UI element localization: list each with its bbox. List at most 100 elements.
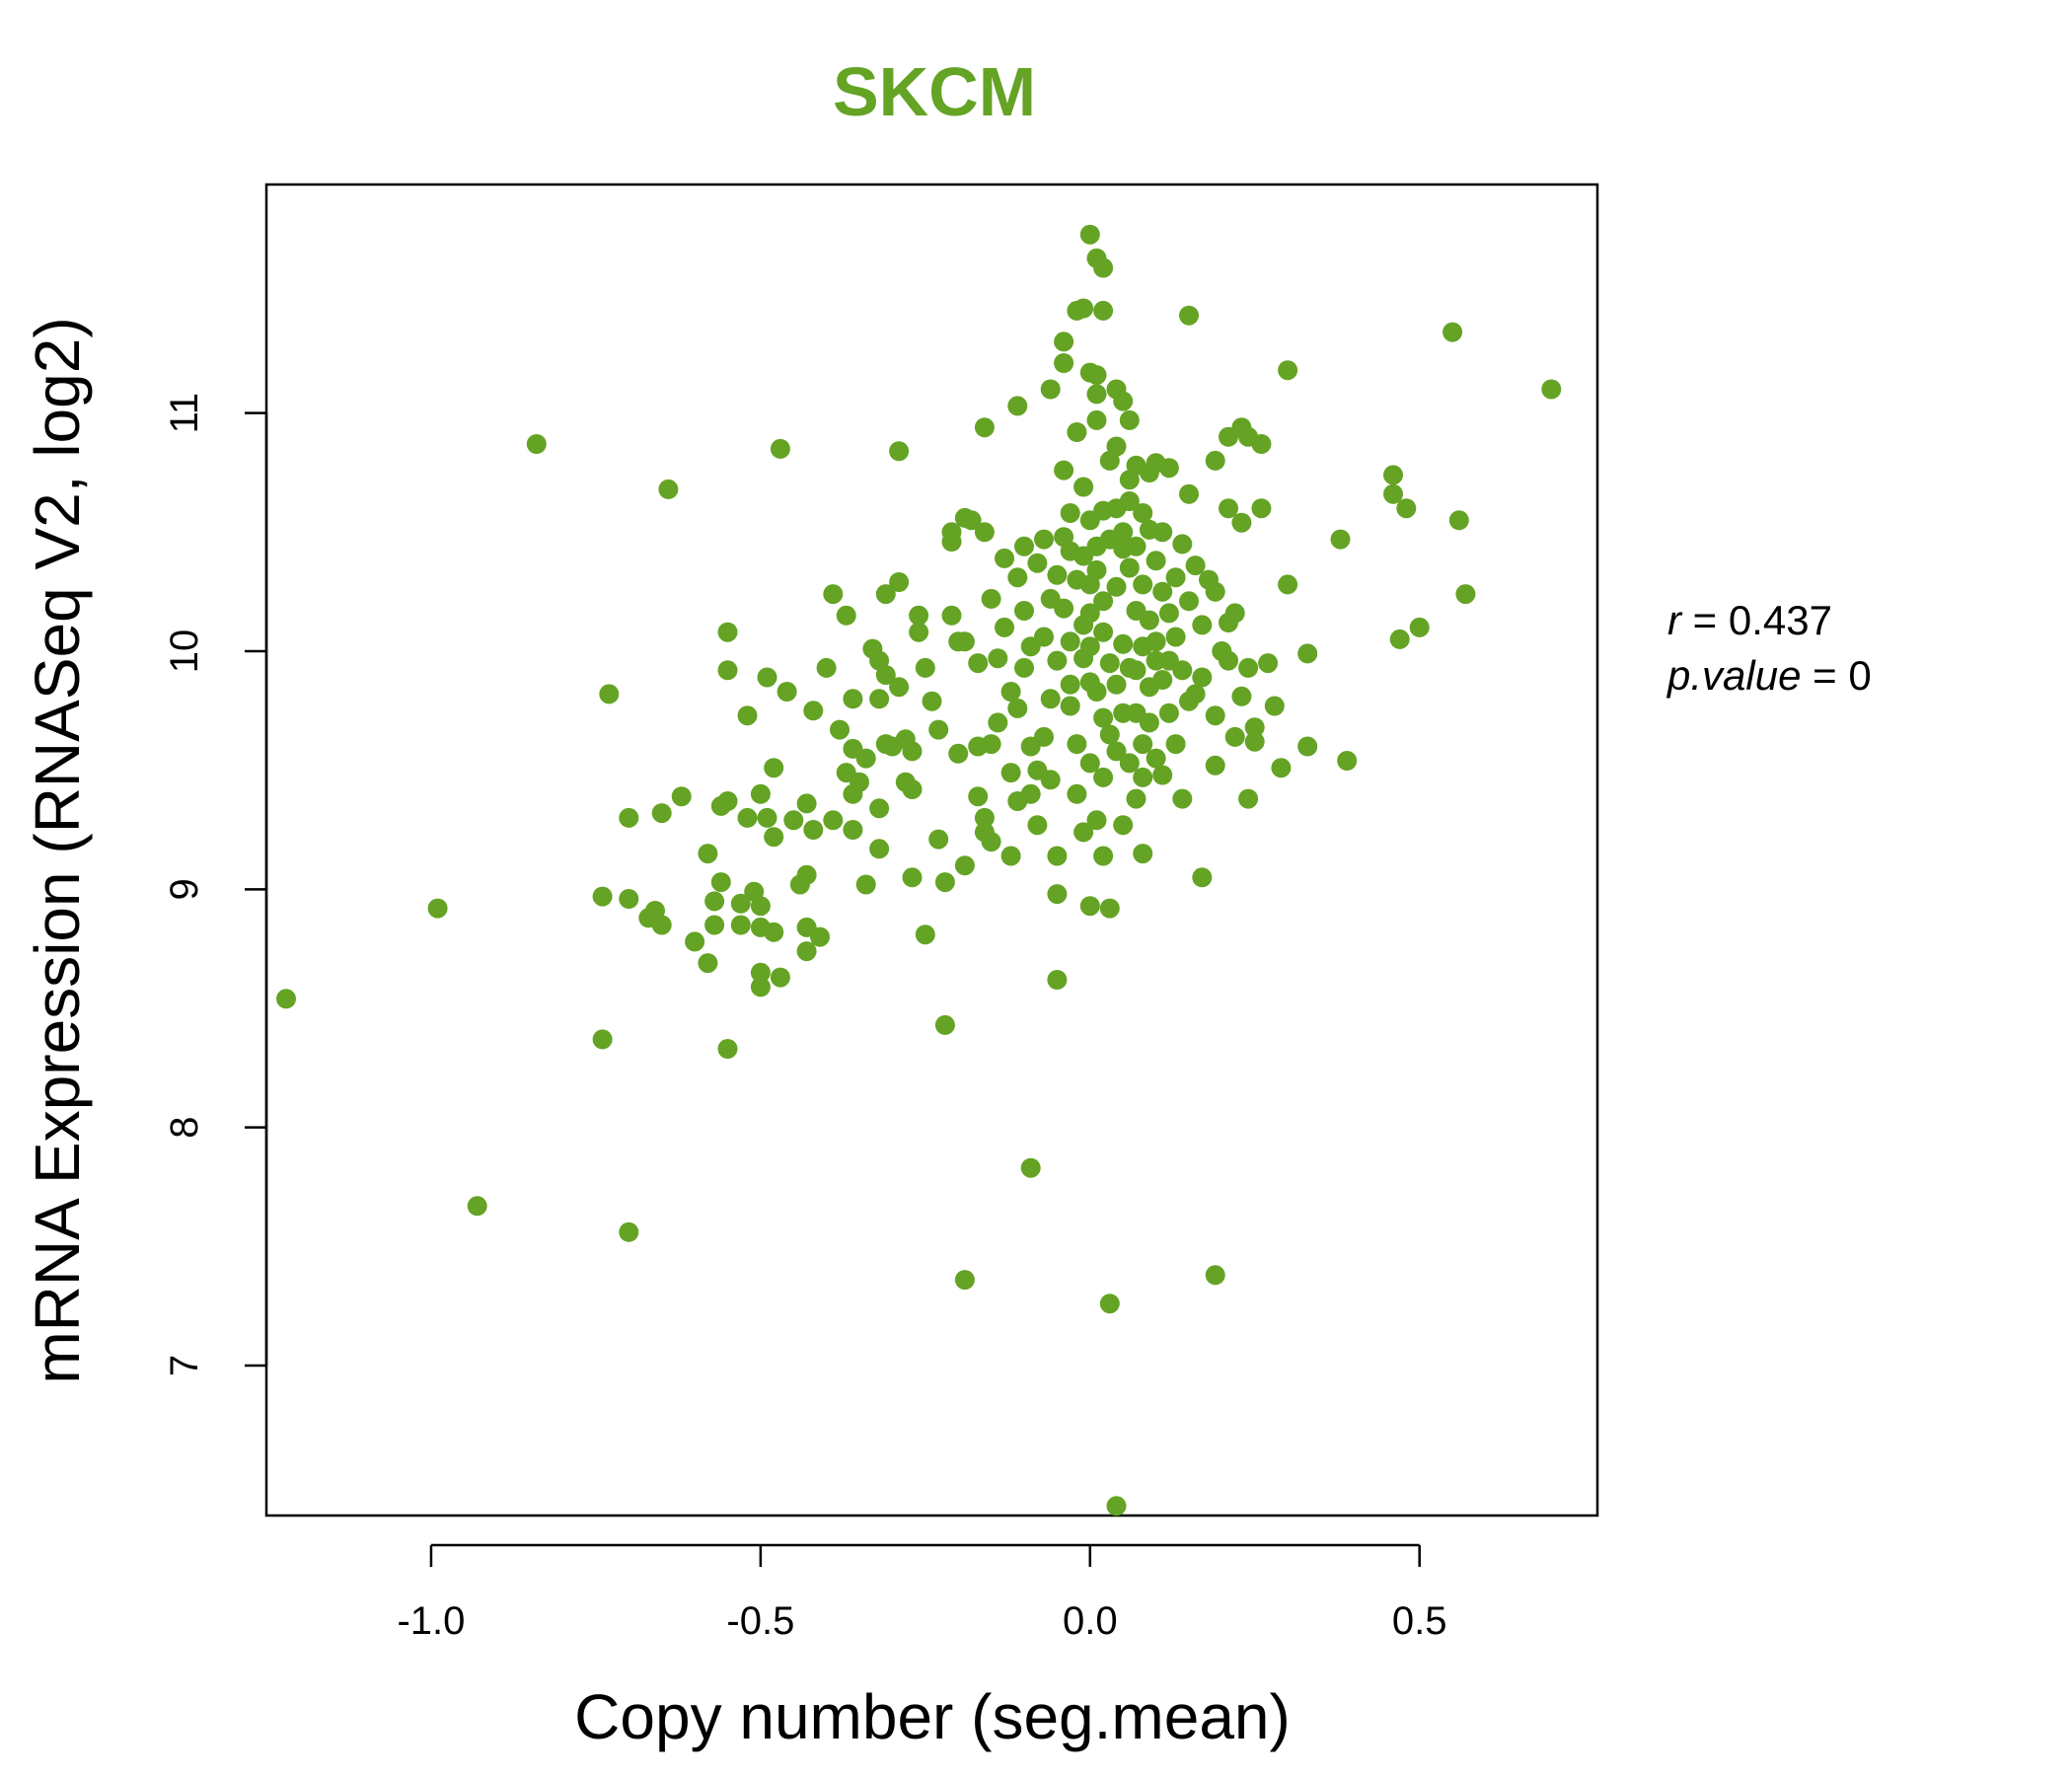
data-point: [1251, 498, 1272, 519]
data-point: [764, 922, 784, 942]
data-point: [1119, 557, 1140, 578]
data-point: [1027, 815, 1048, 836]
data-point: [1244, 731, 1265, 752]
data-point: [658, 479, 679, 499]
data-point: [1067, 422, 1087, 442]
data-point: [1060, 631, 1080, 652]
data-point: [1040, 379, 1061, 400]
data-point: [1113, 815, 1134, 836]
data-point: [1086, 409, 1107, 430]
data-point: [717, 791, 738, 811]
data-points: [276, 224, 1562, 1517]
data-point: [1000, 846, 1021, 866]
data-point: [1007, 698, 1028, 718]
data-point: [1047, 564, 1068, 585]
data-point: [902, 867, 923, 888]
data-point: [698, 953, 718, 974]
data-point: [1020, 783, 1041, 804]
data-point: [526, 434, 547, 454]
data-point: [1448, 510, 1469, 531]
data-point: [1073, 477, 1094, 497]
data-point: [1219, 498, 1238, 519]
x-tick-label: -0.5: [726, 1599, 794, 1643]
data-point: [1079, 753, 1100, 774]
data-point: [995, 617, 1014, 637]
y-tick-label: 10: [163, 629, 206, 674]
data-point: [1047, 884, 1068, 905]
data-point: [1113, 633, 1134, 654]
data-point: [1172, 660, 1193, 681]
data-point: [1244, 717, 1265, 738]
data-point: [1224, 603, 1245, 624]
data-point: [750, 896, 771, 917]
stats-annotation: r = 0.437 p.value = 0: [1665, 597, 1872, 699]
data-point: [902, 741, 923, 762]
data-point: [685, 931, 705, 952]
r-value: 0.437: [1729, 597, 1832, 643]
data-point: [1165, 627, 1186, 647]
svg-text:p.value = 0: p.value = 0: [1665, 652, 1872, 699]
y-tick-label: 11: [163, 393, 206, 434]
data-point: [1165, 567, 1186, 588]
x-tick-label: 0.0: [1063, 1599, 1118, 1643]
data-point: [1396, 498, 1417, 519]
data-point: [843, 689, 863, 709]
data-point: [1093, 767, 1114, 787]
data-point: [1099, 724, 1120, 745]
data-point: [1330, 529, 1351, 550]
data-point: [1099, 1294, 1120, 1314]
data-point: [1205, 581, 1225, 602]
data-point: [1297, 736, 1318, 757]
data-point: [1067, 734, 1087, 755]
x-axis: -1.0 -0.5 0.0 0.5: [397, 1543, 1446, 1643]
svg-text:r = 0.437: r = 0.437: [1667, 597, 1832, 643]
data-point: [1007, 396, 1028, 416]
data-point: [934, 872, 955, 893]
data-point: [1264, 696, 1285, 716]
data-point: [1278, 360, 1298, 381]
data-point: [823, 810, 844, 831]
data-point: [1079, 603, 1100, 624]
data-point: [941, 522, 962, 543]
data-point: [1158, 603, 1179, 624]
data-point: [1146, 748, 1166, 769]
data-point: [1106, 674, 1127, 695]
data-point: [796, 864, 817, 885]
data-point: [1192, 615, 1213, 635]
data-point: [909, 622, 929, 642]
data-point: [1179, 483, 1199, 504]
x-axis-label: Copy number (seg.mean): [574, 1681, 1291, 1752]
data-point: [948, 743, 969, 764]
data-point: [1093, 846, 1114, 866]
data-point: [988, 712, 1008, 733]
data-point: [796, 941, 817, 962]
data-point: [1040, 689, 1061, 709]
data-point: [1014, 657, 1034, 678]
data-point: [777, 682, 797, 702]
data-point: [737, 807, 758, 828]
data-point: [889, 441, 910, 462]
data-point: [1133, 844, 1153, 864]
data-point: [1073, 822, 1094, 843]
data-point: [954, 1270, 975, 1291]
data-point: [1093, 591, 1114, 612]
data-point: [941, 605, 962, 626]
data-point: [1133, 574, 1153, 595]
data-point: [1086, 365, 1107, 386]
data-point: [1152, 765, 1173, 785]
data-point: [915, 657, 935, 678]
data-point: [1192, 867, 1213, 888]
data-point: [1027, 553, 1048, 573]
data-point: [1086, 682, 1107, 702]
data-point: [1086, 384, 1107, 405]
data-point: [954, 855, 975, 876]
data-point: [1172, 788, 1193, 809]
data-point: [467, 1196, 487, 1217]
data-point: [1054, 460, 1074, 481]
data-point: [750, 962, 771, 983]
data-point: [1099, 898, 1120, 919]
p-value: 0: [1848, 652, 1871, 699]
data-point: [750, 783, 771, 804]
data-point: [1007, 567, 1028, 588]
